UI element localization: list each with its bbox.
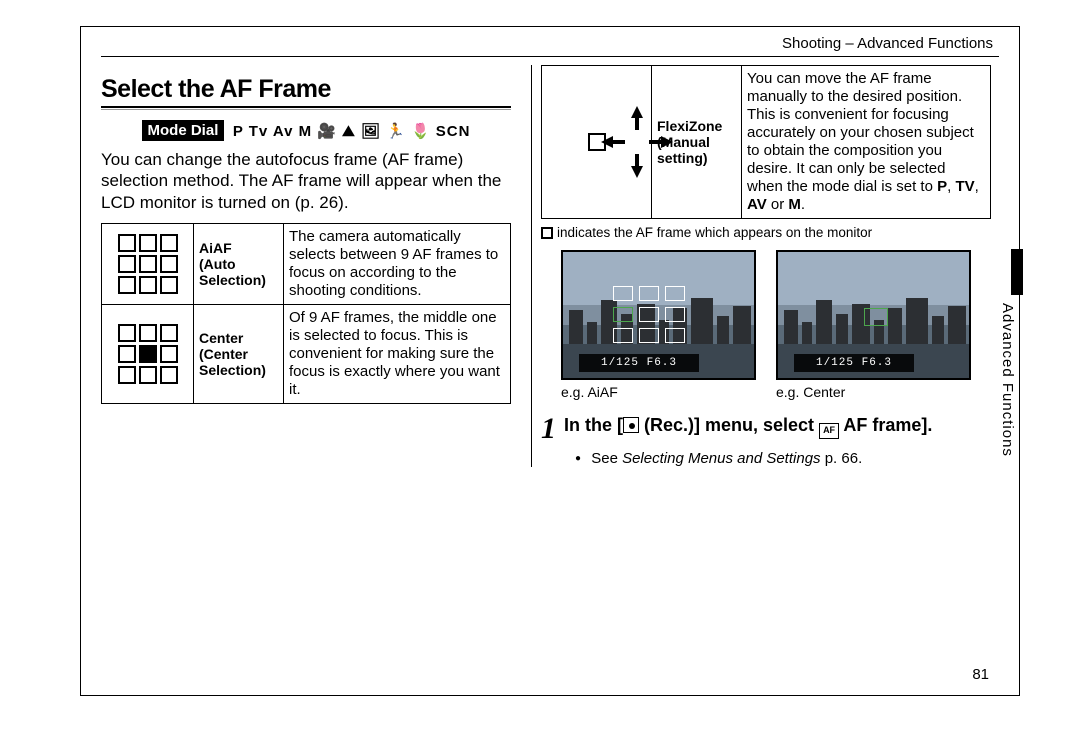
example-caption-center: e.g. Center — [776, 384, 971, 400]
table-row: Center (Center Selection) Of 9 AF frames… — [102, 304, 511, 403]
table-row: AiAF (Auto Selection) The camera automat… — [102, 223, 511, 304]
aiaf-label: AiAF (Auto Selection) — [194, 223, 284, 304]
breadcrumb: Shooting – Advanced Functions — [101, 35, 999, 57]
mode-dial-badge: Mode Dial — [142, 120, 225, 141]
side-tab-marker — [1011, 249, 1023, 295]
rec-menu-icon — [623, 417, 639, 433]
lcd-info-bar: 1/125 F6.3 — [579, 354, 699, 372]
aiaf-grid-icon — [102, 223, 194, 304]
square-icon — [541, 227, 553, 239]
left-column: Select the AF Frame Mode Dial P Tv Av M … — [101, 65, 531, 467]
step-bullet: See Selecting Menus and Settings p. 66. — [575, 450, 991, 467]
mode-dial-row: Mode Dial P Tv Av M 🎥 ⛰ 🖼 🏃 🌷 SCN — [101, 120, 511, 141]
flexizone-table: FlexiZone (Manual setting) You can move … — [541, 65, 991, 219]
lcd-preview-aiaf: 1/125 F6.3 — [561, 250, 756, 380]
af-mode-table: AiAF (Auto Selection) The camera automat… — [101, 223, 511, 404]
page-number: 81 — [972, 666, 989, 683]
lcd-preview-center: 1/125 F6.3 — [776, 250, 971, 380]
side-tab: Advanced Functions — [999, 263, 1023, 463]
step-number: 1 — [541, 414, 556, 444]
af-frame-icon: AF — [819, 423, 839, 439]
page: Shooting – Advanced Functions Select the… — [0, 0, 1080, 729]
flexizone-icon — [542, 66, 652, 219]
right-column: FlexiZone (Manual setting) You can move … — [531, 65, 991, 467]
page-title: Select the AF Frame — [101, 75, 511, 104]
step-1: 1 In the [ (Rec.)] menu, select AF AF fr… — [541, 414, 991, 444]
aiaf-desc: The camera automatically selects between… — [284, 223, 511, 304]
mode-dial-modes: P Tv Av M 🎥 ⛰ 🖼 🏃 🌷 SCN — [233, 122, 471, 140]
af-frame-note: indicates the AF frame which appears on … — [541, 225, 991, 240]
example-aiaf: 1/125 F6.3 e.g. AiAF — [561, 250, 756, 400]
center-grid-icon — [102, 304, 194, 403]
center-desc: Of 9 AF frames, the middle one is select… — [284, 304, 511, 403]
flexizone-desc: You can move the AF frame manually to th… — [742, 66, 991, 219]
example-center: 1/125 F6.3 e.g. Center — [776, 250, 971, 400]
example-images-row: 1/125 F6.3 e.g. AiAF — [541, 250, 991, 400]
lcd-info-bar: 1/125 F6.3 — [794, 354, 914, 372]
example-caption-aiaf: e.g. AiAF — [561, 384, 756, 400]
intro-paragraph: You can change the autofocus frame (AF f… — [101, 149, 511, 213]
center-label: Center (Center Selection) — [194, 304, 284, 403]
column-divider — [531, 65, 532, 467]
page-frame: Shooting – Advanced Functions Select the… — [80, 26, 1020, 696]
title-underline — [101, 106, 511, 110]
step-text: In the [ (Rec.)] menu, select AF AF fram… — [564, 414, 932, 439]
two-column-layout: Select the AF Frame Mode Dial P Tv Av M … — [101, 65, 999, 467]
table-row: FlexiZone (Manual setting) You can move … — [542, 66, 991, 219]
